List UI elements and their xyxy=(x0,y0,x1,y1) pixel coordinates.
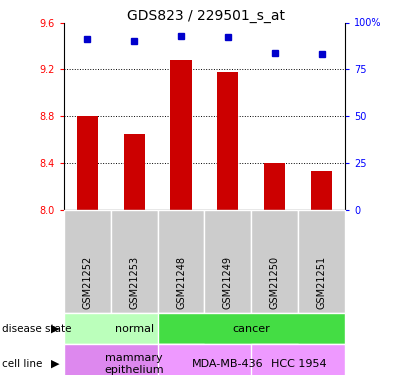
Text: GDS823 / 229501_s_at: GDS823 / 229501_s_at xyxy=(127,9,284,23)
Text: ▶: ▶ xyxy=(51,324,60,334)
Text: mammary
epithelium: mammary epithelium xyxy=(104,353,164,375)
Text: GSM21249: GSM21249 xyxy=(223,256,233,309)
Bar xyxy=(171,60,192,210)
Text: cell line: cell line xyxy=(2,359,42,369)
Bar xyxy=(311,171,332,210)
Text: GSM21252: GSM21252 xyxy=(82,256,92,309)
Text: HCC 1954: HCC 1954 xyxy=(270,359,326,369)
Bar xyxy=(76,116,98,210)
Text: GSM21251: GSM21251 xyxy=(317,256,327,309)
Text: disease state: disease state xyxy=(2,324,72,334)
Text: cancer: cancer xyxy=(233,324,270,334)
Bar xyxy=(217,72,238,210)
Text: GSM21253: GSM21253 xyxy=(129,256,139,309)
Text: GSM21248: GSM21248 xyxy=(176,256,186,309)
Bar xyxy=(124,134,145,210)
Text: MDA-MB-436: MDA-MB-436 xyxy=(192,359,264,369)
Text: GSM21250: GSM21250 xyxy=(270,256,280,309)
Bar xyxy=(264,163,285,210)
Text: normal: normal xyxy=(115,324,154,334)
Text: ▶: ▶ xyxy=(51,359,60,369)
